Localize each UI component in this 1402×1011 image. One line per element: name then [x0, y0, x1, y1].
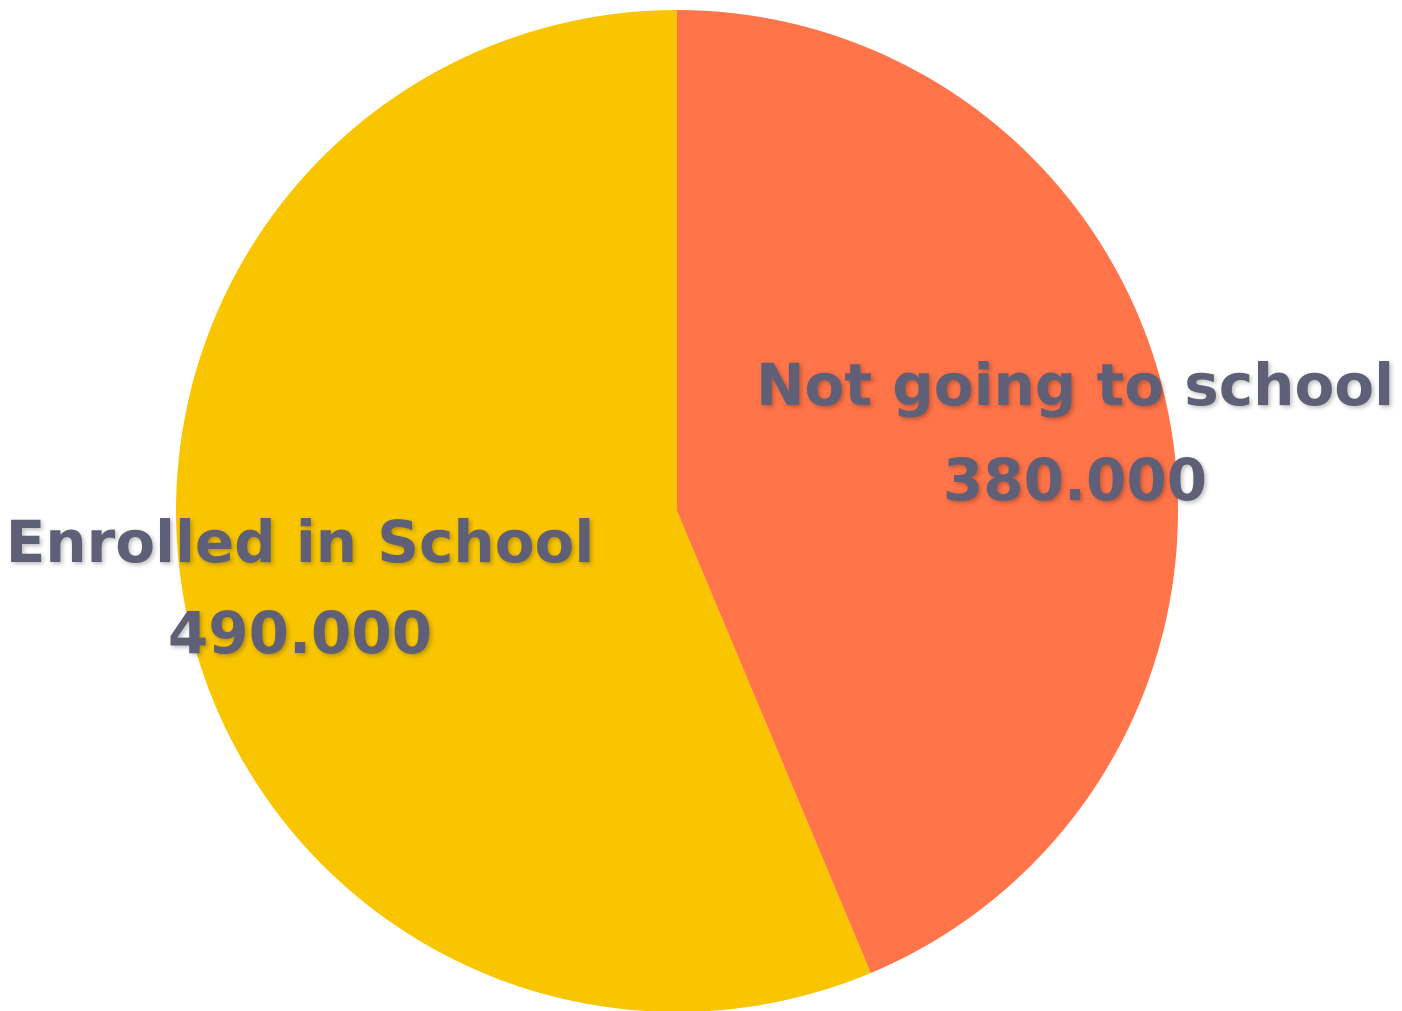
slice-label-not-going-to-school: Not going to school	[756, 351, 1394, 419]
slice-value-not-going-to-school: 380.000	[943, 446, 1207, 514]
pie-labels: Not going to school 380.000 Enrolled in …	[6, 351, 1394, 667]
pie-slice-not-going-to-school	[677, 9, 1179, 973]
pie-slice-enrolled-in-school	[176, 10, 871, 1011]
pie-slices	[176, 9, 1179, 1011]
slice-label-enrolled-in-school: Enrolled in School	[6, 508, 595, 576]
slice-value-enrolled-in-school: 490.000	[168, 599, 432, 667]
